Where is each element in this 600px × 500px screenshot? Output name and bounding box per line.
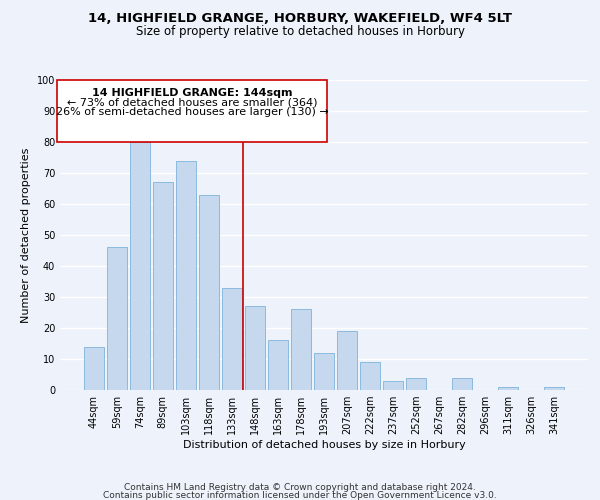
Bar (406, 378, 426, 390)
Text: 26% of semi-detached houses are larger (130) →: 26% of semi-detached houses are larger (… (56, 108, 328, 118)
Bar (153, 182, 173, 390)
Text: Contains HM Land Registry data © Crown copyright and database right 2024.: Contains HM Land Registry data © Crown c… (124, 483, 476, 492)
Bar (337, 331, 357, 390)
Bar (499, 387, 518, 390)
Text: ← 73% of detached houses are smaller (364): ← 73% of detached houses are smaller (36… (67, 97, 317, 107)
Y-axis label: Number of detached properties: Number of detached properties (21, 148, 31, 322)
Bar (130, 142, 149, 390)
Bar (222, 288, 242, 390)
Bar (360, 362, 380, 390)
Bar (268, 340, 288, 390)
Text: Contains public sector information licensed under the Open Government Licence v3: Contains public sector information licen… (103, 490, 497, 500)
Bar (245, 306, 265, 390)
Bar (544, 387, 564, 390)
Bar (383, 380, 403, 390)
Text: 14, HIGHFIELD GRANGE, HORBURY, WAKEFIELD, WF4 5LT: 14, HIGHFIELD GRANGE, HORBURY, WAKEFIELD… (88, 12, 512, 26)
Bar (199, 194, 218, 390)
Bar (107, 248, 127, 390)
Bar (314, 353, 334, 390)
Text: 14 HIGHFIELD GRANGE: 144sqm: 14 HIGHFIELD GRANGE: 144sqm (92, 88, 292, 98)
Text: Size of property relative to detached houses in Horbury: Size of property relative to detached ho… (136, 25, 464, 38)
FancyBboxPatch shape (58, 80, 326, 142)
Bar (291, 310, 311, 390)
X-axis label: Distribution of detached houses by size in Horbury: Distribution of detached houses by size … (182, 440, 466, 450)
Bar (452, 378, 472, 390)
Bar (84, 346, 104, 390)
Bar (176, 160, 196, 390)
